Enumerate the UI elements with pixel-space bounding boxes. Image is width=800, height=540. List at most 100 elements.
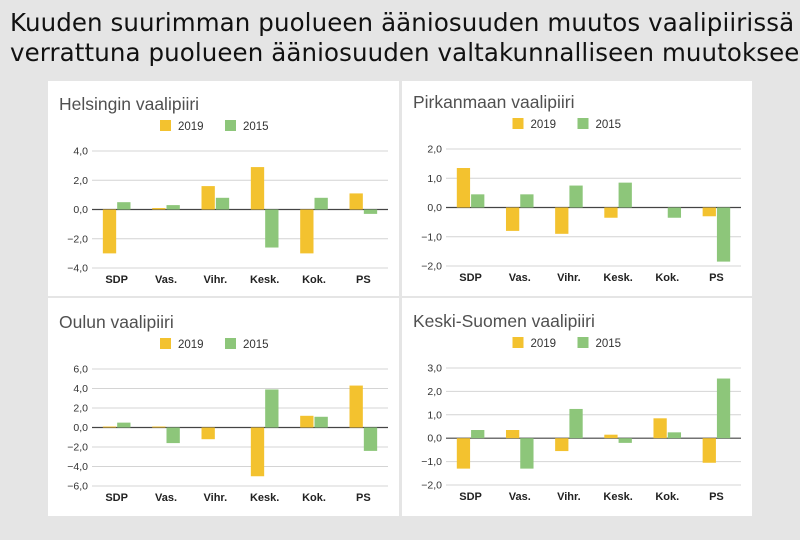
- bar-kesk-2019: [604, 207, 618, 218]
- chart-helsinki: Helsingin vaalipiiri 2019 2015 −4,0 −2,0 0,0 2…: [59, 94, 388, 286]
- chart-panel-oulu: Oulun vaalipiiri 2019 2015 −6,0 −4,0 −2,0 0,0 2…: [48, 298, 399, 516]
- chart-panel-pirkanmaa: Pirkanmaan vaalipiiri 2019 2015 −2,0 −1,0 0,0…: [402, 81, 752, 296]
- bar-sdp-2015: [471, 194, 485, 208]
- y-tick-label: 0,0: [427, 202, 442, 214]
- y-tick-label: 2,0: [73, 403, 88, 415]
- bar-ps-2015: [716, 378, 731, 439]
- x-tick-label-ps: PS: [709, 491, 724, 503]
- y-tick-label: 1,0: [427, 409, 442, 421]
- bar-sdp-2019: [102, 426, 117, 428]
- x-tick-label-vihr: Vihr.: [557, 272, 581, 284]
- y-tick-label: 4,0: [73, 146, 88, 158]
- bar-kok-2019: [653, 418, 667, 439]
- bar-kesk-2019: [250, 167, 265, 210]
- x-tick-label-sdp: SDP: [105, 274, 128, 286]
- bar-kok-2015: [667, 432, 682, 439]
- x-tick-label-vas: Vas.: [509, 272, 531, 284]
- x-tick-label-kesk: Kesk.: [603, 491, 632, 503]
- legend-label-2019: 2019: [531, 338, 557, 350]
- bar-vas-2019: [505, 207, 520, 231]
- bar-kesk-2015: [265, 209, 279, 248]
- y-tick-label: 0,0: [73, 422, 88, 434]
- y-tick-label: −1,0: [421, 456, 442, 468]
- bar-kok-2015: [314, 416, 328, 428]
- x-tick-label-vihr: Vihr.: [557, 491, 581, 503]
- legend-swatch-2019: [512, 337, 524, 348]
- x-tick-label-ps: PS: [356, 492, 371, 504]
- bar-sdp-2019: [456, 168, 471, 208]
- y-tick-label: −2,0: [421, 480, 442, 492]
- page-title-line-2: verrattuna puolueen ääniosuuden valtakun…: [10, 38, 800, 67]
- y-tick-label: 2,0: [73, 175, 88, 187]
- legend-label-2019: 2019: [178, 339, 204, 351]
- x-tick-label-vas: Vas.: [509, 491, 531, 503]
- x-tick-label-ps: PS: [709, 272, 724, 284]
- legend-swatch-2015: [577, 337, 589, 348]
- bar-vihr-2019: [201, 186, 215, 210]
- chart-title: Keski-Suomen vaalipiiri: [413, 311, 595, 331]
- x-tick-label-vihr: Vihr.: [204, 492, 228, 504]
- x-tick-label-kok: Kok.: [302, 274, 326, 286]
- x-tick-label-vihr: Vihr.: [204, 274, 228, 286]
- x-tick-label-kesk: Kesk.: [603, 272, 632, 284]
- y-tick-label: 6,0: [73, 364, 88, 376]
- bar-vas-2019: [152, 208, 166, 210]
- y-tick-label: −4,0: [67, 461, 88, 473]
- y-tick-label: 0,0: [427, 433, 442, 445]
- legend-swatch-2019: [160, 120, 171, 131]
- x-tick-label-kesk: Kesk.: [250, 492, 279, 504]
- page-title: Kuuden suurimman puolueen ääniosuuden mu…: [10, 8, 800, 68]
- bar-vihr-2019: [555, 438, 569, 452]
- bar-vas-2015: [520, 438, 534, 469]
- chart-pirkanmaa: Pirkanmaan vaalipiiri 2019 2015 −2,0 −1,0 0,0…: [413, 92, 741, 284]
- bar-vihr-2015: [215, 197, 230, 210]
- bar-kok-2015: [667, 207, 682, 218]
- bar-kesk-2015: [618, 182, 632, 208]
- y-tick-label: −4,0: [67, 263, 88, 275]
- legend-swatch-2019: [160, 338, 171, 349]
- bar-ps-2015: [363, 209, 378, 214]
- bar-kesk-2019: [604, 434, 618, 439]
- bar-vas-2019: [505, 430, 520, 439]
- bar-ps-2015: [716, 207, 731, 262]
- y-tick-label: 2,0: [427, 144, 442, 156]
- chart-keski-suomi: Keski-Suomen vaalipiiri 2019 2015 −2,0 −1,0 0…: [413, 311, 741, 503]
- bar-ps-2019: [702, 207, 716, 217]
- x-tick-label-ps: PS: [356, 274, 371, 286]
- bar-ps-2019: [349, 193, 363, 210]
- bar-kesk-2015: [618, 438, 632, 443]
- bar-kok-2015: [314, 197, 328, 210]
- bar-ps-2015: [363, 427, 378, 451]
- x-tick-label-kok: Kok.: [655, 491, 679, 503]
- bar-kok-2019: [300, 415, 314, 428]
- bar-vihr-2019: [555, 207, 569, 234]
- bar-ps-2019: [702, 438, 716, 463]
- x-tick-label-kok: Kok.: [655, 272, 679, 284]
- bar-sdp-2019: [456, 438, 471, 469]
- y-tick-label: −2,0: [421, 261, 442, 273]
- bar-vas-2015: [520, 194, 534, 208]
- chart-title: Pirkanmaan vaalipiiri: [413, 92, 574, 112]
- bar-ps-2019: [349, 385, 363, 428]
- chart-title: Oulun vaalipiiri: [59, 312, 174, 332]
- y-tick-label: 1,0: [427, 173, 442, 185]
- legend-label-2015: 2015: [243, 121, 269, 133]
- legend-swatch-2019: [512, 118, 524, 129]
- bar-sdp-2019: [102, 209, 117, 254]
- chart-panel-helsinki: Helsingin vaalipiiri 2019 2015 −4,0 −2,0 0,0 2…: [48, 81, 399, 296]
- bar-vas-2015: [166, 427, 180, 444]
- bar-vihr-2015: [569, 408, 583, 439]
- x-tick-label-sdp: SDP: [459, 491, 482, 503]
- x-tick-label-vas: Vas.: [155, 492, 177, 504]
- legend-label-2015: 2015: [596, 119, 622, 131]
- bar-vas-2015: [166, 205, 180, 210]
- bar-kok-2019: [300, 209, 314, 254]
- bar-vihr-2015: [569, 185, 583, 208]
- x-tick-label-sdp: SDP: [459, 272, 482, 284]
- legend-label-2019: 2019: [178, 121, 204, 133]
- y-tick-label: 3,0: [427, 363, 442, 375]
- legend-swatch-2015: [577, 118, 589, 129]
- y-tick-label: 2,0: [427, 386, 442, 398]
- x-tick-label-vas: Vas.: [155, 274, 177, 286]
- y-tick-label: −6,0: [67, 481, 88, 493]
